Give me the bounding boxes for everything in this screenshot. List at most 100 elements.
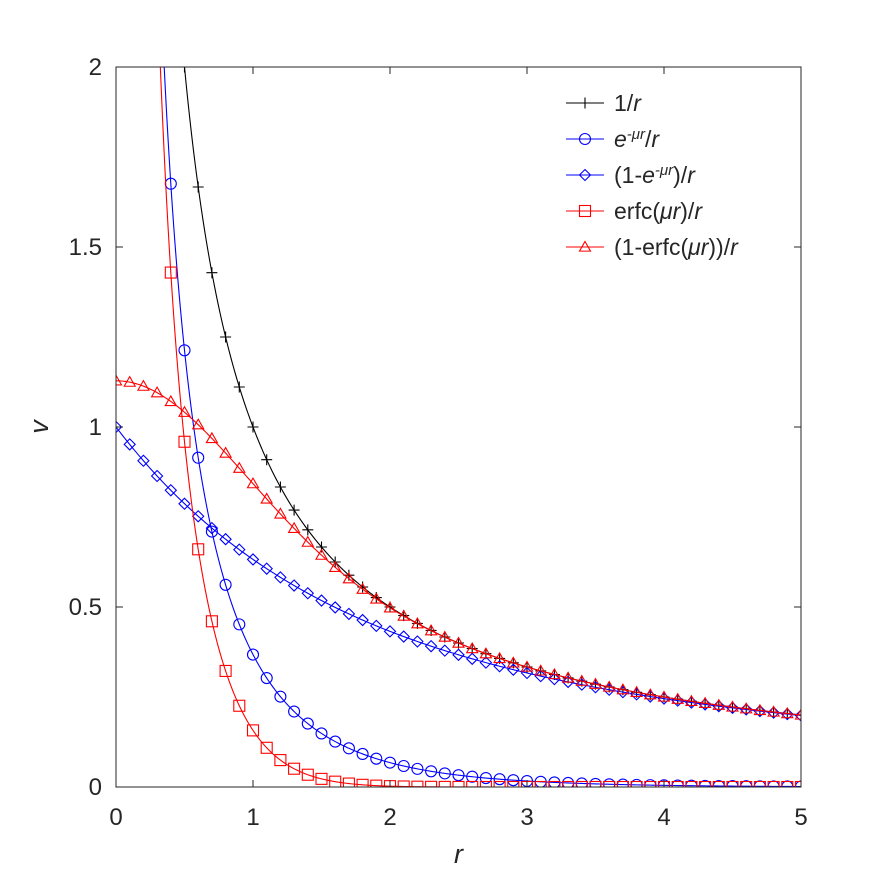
legend-label: (1-e-μr)/r — [614, 162, 696, 189]
series-line — [116, 380, 801, 716]
legend-label-part: )/ — [673, 162, 688, 188]
data-point — [356, 747, 369, 760]
data-point — [397, 630, 410, 643]
legend-entry: 1/r — [566, 90, 642, 116]
data-point — [781, 707, 794, 721]
data-point — [602, 680, 616, 692]
data-point — [616, 780, 629, 787]
legend-label-part: ))/ — [708, 234, 730, 260]
data-point — [383, 601, 397, 613]
data-point — [260, 492, 274, 504]
data-point — [205, 431, 219, 444]
data-point — [520, 660, 534, 672]
data-point — [753, 780, 766, 787]
data-point — [479, 656, 493, 669]
data-point — [315, 772, 328, 785]
data-point — [781, 780, 794, 787]
legend-label-part: erfc( — [614, 198, 660, 224]
data-point — [137, 454, 150, 467]
data-point — [205, 615, 218, 628]
data-point — [397, 609, 411, 621]
legend-entry: erfc(μr)/r — [566, 198, 703, 224]
data-point — [410, 617, 424, 629]
data-point — [575, 674, 589, 686]
data-point — [233, 381, 245, 393]
data-point — [329, 735, 342, 748]
legend-entry: (1-erfc(μr))/r — [566, 234, 739, 260]
legend-label-part: e — [614, 126, 627, 152]
data-point — [644, 780, 657, 787]
legend-label-part: )/ — [680, 198, 695, 224]
data-point — [356, 613, 369, 627]
data-point — [328, 560, 342, 572]
data-point — [246, 648, 260, 661]
data-point — [383, 756, 397, 769]
data-point — [206, 267, 218, 279]
legend-entry: (1-e-μr)/r — [566, 162, 696, 189]
y-axis-label: v — [24, 419, 54, 434]
data-point — [301, 717, 314, 730]
data-point — [342, 742, 355, 755]
legend-label: erfc(μr)/r — [614, 198, 703, 224]
data-point — [287, 521, 301, 534]
data-point — [712, 780, 725, 787]
data-point — [534, 669, 547, 683]
data-point — [315, 727, 328, 740]
data-point — [301, 768, 314, 781]
legend-label: (1-erfc(μr))/r — [614, 234, 739, 260]
data-point — [767, 705, 781, 717]
data-point — [342, 607, 356, 621]
x-axis-label: r — [454, 839, 464, 869]
series-4 — [116, 374, 801, 720]
y-tick-label: 0 — [89, 774, 102, 801]
legend: 1/re-μr/r(1-e-μr)/rerfc(μr)/r(1-erfc(μr)… — [566, 90, 739, 260]
data-point — [506, 656, 520, 668]
legend-label-part: r — [651, 126, 660, 152]
data-point — [116, 420, 123, 434]
data-point — [411, 635, 424, 648]
legend-marker — [578, 204, 592, 218]
data-point — [164, 484, 178, 497]
data-point — [123, 438, 136, 451]
data-point — [328, 601, 342, 614]
data-point — [191, 510, 205, 523]
data-point — [630, 685, 644, 697]
data-point — [219, 664, 232, 677]
data-point — [767, 780, 780, 787]
legend-marker — [578, 168, 592, 182]
data-point — [233, 699, 246, 712]
data-point — [794, 709, 801, 722]
data-point — [302, 524, 314, 536]
y-tick-label: 2 — [89, 54, 102, 81]
data-point — [438, 630, 452, 642]
data-point — [370, 779, 383, 787]
y-tick-label: 1 — [89, 414, 102, 441]
data-point — [287, 579, 301, 592]
data-point — [205, 521, 219, 535]
data-point — [507, 663, 520, 676]
data-point — [116, 374, 123, 386]
data-point — [438, 767, 451, 780]
data-point — [547, 667, 561, 680]
data-point — [274, 754, 287, 767]
data-point — [288, 504, 300, 516]
legend-label: 1/r — [614, 90, 642, 116]
data-point — [452, 648, 465, 662]
data-point — [452, 769, 465, 782]
data-point — [548, 672, 561, 686]
data-point — [246, 553, 260, 566]
x-tick-label: 4 — [657, 804, 670, 831]
data-point — [616, 683, 630, 695]
data-point — [383, 625, 397, 638]
data-point — [260, 741, 273, 754]
data-point — [739, 702, 753, 714]
data-point — [424, 639, 438, 653]
legend-label-part: -μr — [627, 126, 646, 143]
legend-marker — [579, 97, 591, 109]
data-point — [274, 571, 287, 584]
data-point — [192, 451, 205, 464]
data-point — [438, 644, 452, 657]
legend-marker — [578, 132, 592, 146]
data-point — [219, 446, 233, 458]
